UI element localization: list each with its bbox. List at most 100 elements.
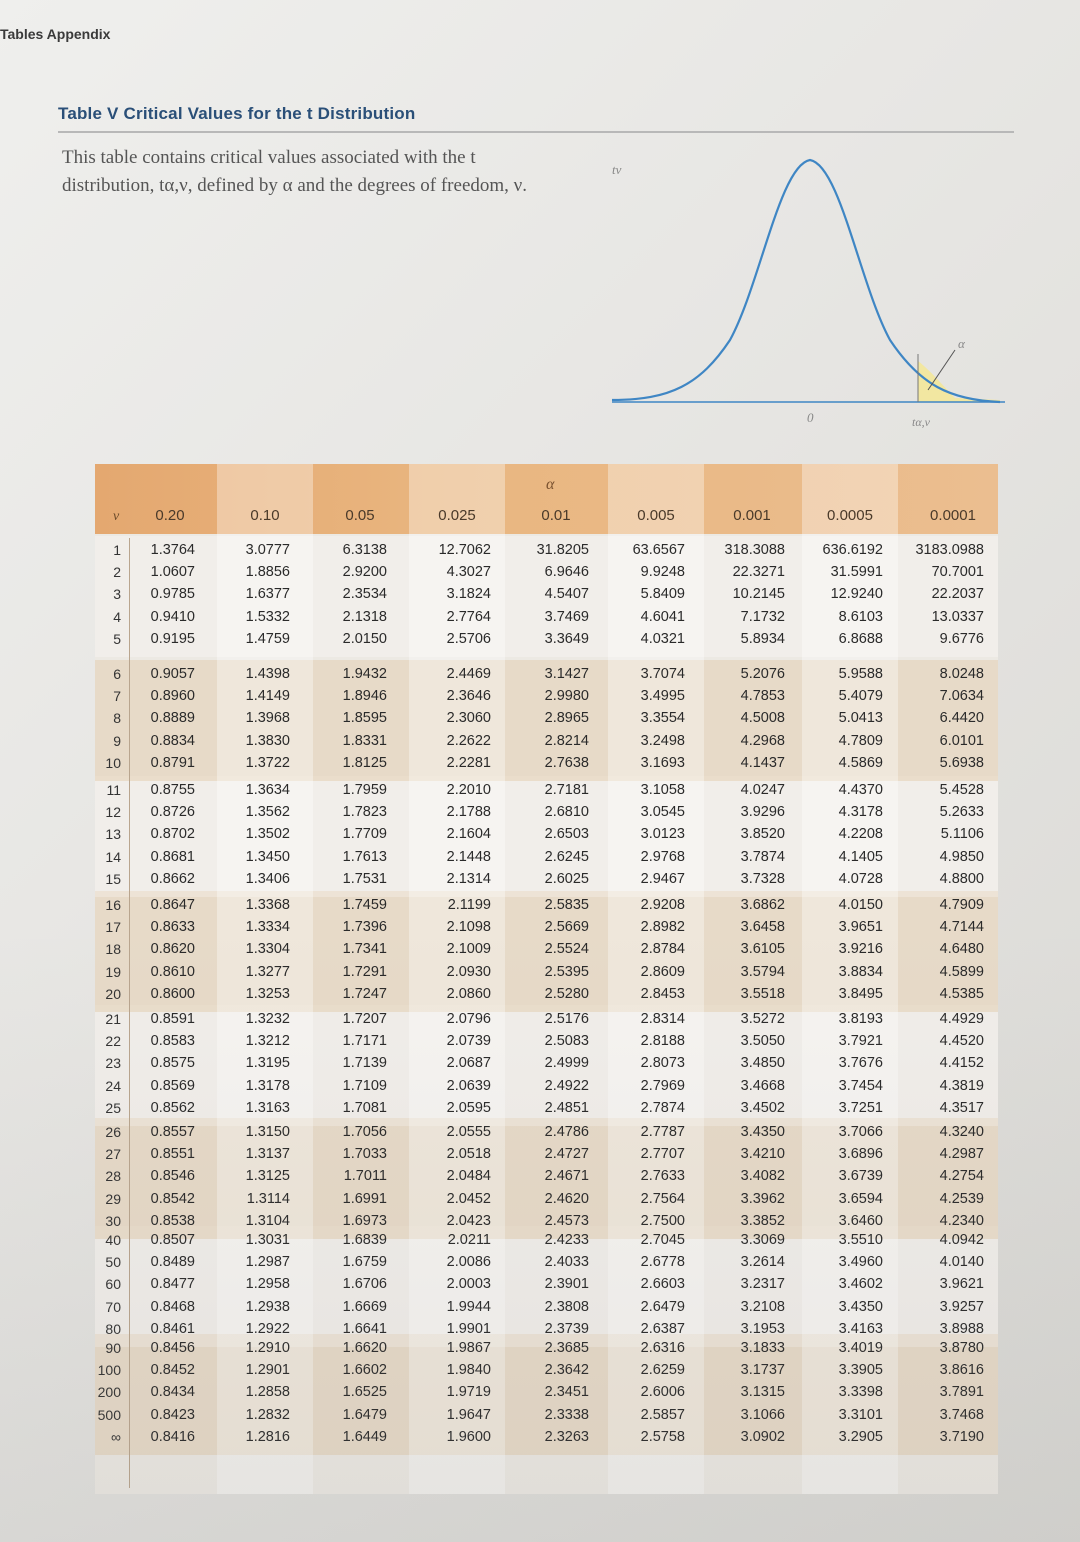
table-cell: 2.6503: [544, 826, 589, 843]
table-cell: 2.5395: [544, 963, 589, 980]
table-cell: 2.0739: [446, 1033, 491, 1050]
df-cell: 5: [113, 630, 121, 647]
alpha-header-6: 0.001: [733, 507, 771, 524]
table-cell: 2.9467: [640, 870, 685, 887]
table-cell: 1.2832: [245, 1406, 290, 1423]
table-cell: 2.3534: [342, 586, 387, 603]
table-cell: 3.9296: [740, 804, 785, 821]
table-cell: 3.0902: [740, 1428, 785, 1445]
table-cell: 3.2905: [838, 1428, 883, 1445]
table-cell: 2.4573: [544, 1212, 589, 1229]
table-cell: 1.6479: [342, 1406, 387, 1423]
df-cell: 6: [113, 666, 121, 682]
table-cell: 3.9621: [939, 1276, 984, 1293]
table-cell: 8.0248: [939, 666, 984, 682]
table-cell: 3.3852: [740, 1212, 785, 1229]
table-cell: 2.0003: [446, 1276, 491, 1293]
table-cell: 1.9944: [446, 1298, 491, 1315]
alpha-column-header: α: [546, 476, 555, 493]
table-cell: 2.1199: [447, 897, 491, 913]
table-cell: 2.8214: [544, 732, 589, 749]
table-cell: 2.5835: [544, 897, 589, 913]
df-cell: 8: [113, 710, 121, 727]
table-cell: 1.9867: [446, 1340, 491, 1356]
table-cell: 3.3962: [740, 1190, 785, 1207]
table-cell: 1.6759: [342, 1254, 387, 1271]
table-cell: 5.2076: [740, 666, 785, 682]
table-cell: 2.0150: [342, 630, 387, 647]
table-cell: 4.2754: [939, 1168, 984, 1185]
table-cell: 2.1788: [446, 804, 491, 821]
alpha-label: α: [958, 336, 966, 351]
table-cell: 1.7823: [342, 804, 387, 821]
alpha-header-0: 0.20: [155, 507, 185, 524]
table-cell: 1.7011: [343, 1168, 387, 1185]
table-cell: 1.2987: [245, 1254, 290, 1271]
table-cell: 1.2910: [245, 1340, 290, 1356]
table-cell: 2.4727: [544, 1146, 589, 1163]
table-cell: 4.2340: [939, 1212, 984, 1229]
table-cell: 3.8834: [838, 963, 883, 980]
df-cell: 25: [105, 1099, 121, 1116]
table-cell: 3.4602: [838, 1276, 883, 1293]
table-cell: 1.3212: [245, 1033, 290, 1050]
df-cell: 26: [105, 1124, 121, 1140]
table-cell: 2.0086: [446, 1254, 491, 1271]
table-cell: 1.3104: [245, 1212, 290, 1229]
df-cell: 90: [105, 1340, 121, 1356]
table-cell: 1.6641: [342, 1320, 387, 1337]
table-cell: 6.4420: [939, 710, 984, 727]
table-cell: 3.6460: [838, 1212, 883, 1229]
table-cell: 636.6192: [822, 542, 883, 558]
table-cell: 2.6603: [640, 1276, 685, 1293]
table-cell: 2.0687: [446, 1055, 491, 1072]
table-cell: 22.2037: [931, 586, 984, 603]
table-cell: 0.8791: [150, 754, 195, 771]
df-cell: 11: [106, 782, 121, 798]
table-cell: 1.2938: [245, 1298, 290, 1315]
table-cell: 3.1737: [740, 1362, 785, 1379]
table-cell: 2.8453: [640, 985, 685, 1002]
table-cell: 1.6620: [342, 1340, 387, 1356]
table-cell: 3.5272: [740, 1011, 785, 1027]
df-cell: 21: [105, 1011, 121, 1027]
table-cell: 1.5332: [245, 608, 290, 625]
density-curve: [611, 158, 1001, 404]
df-cell: 80: [105, 1320, 121, 1337]
table-cell: 1.9432: [342, 666, 387, 682]
alpha-pointer: [927, 349, 956, 391]
table-cell: 3.7891: [939, 1384, 984, 1401]
table-cell: 3.7190: [939, 1428, 984, 1445]
table-cell: 2.6387: [640, 1320, 685, 1337]
table-cell: 1.7531: [342, 870, 387, 887]
table-cell: 3.7468: [939, 1406, 984, 1423]
alpha-header-7: 0.0005: [827, 507, 873, 524]
table-cell: 1.7291: [342, 963, 387, 980]
table-cell: 2.3901: [544, 1276, 589, 1293]
table-cell: 2.0211: [447, 1232, 491, 1248]
table-cell: 1.3253: [245, 985, 290, 1002]
df-cell: 24: [105, 1077, 121, 1094]
table-cell: 1.9600: [446, 1428, 491, 1445]
table-cell: 3.3649: [544, 630, 589, 647]
table-cell: 1.9901: [446, 1320, 491, 1337]
table-cell: 3.4210: [740, 1146, 785, 1163]
table-cell: 3.1693: [640, 754, 685, 771]
table-cell: 9.6776: [939, 630, 984, 647]
table-cell: 6.8688: [838, 630, 883, 647]
table-cell: 0.8960: [150, 688, 195, 705]
table-cell: 2.9768: [640, 848, 685, 865]
table-cell: 4.0728: [838, 870, 883, 887]
table-cell: 1.3232: [245, 1011, 290, 1027]
column-stripe: [217, 464, 313, 1494]
table-cell: 3.6458: [740, 919, 785, 936]
table-cell: 5.9588: [838, 666, 883, 682]
df-cell: 70: [105, 1298, 121, 1315]
table-cell: 1.7171: [342, 1033, 387, 1050]
table-cell: 4.0942: [939, 1232, 984, 1248]
df-cell: 14: [105, 848, 121, 865]
table-cell: 2.7874: [640, 1099, 685, 1116]
table-cell: 0.8647: [150, 897, 195, 913]
table-cell: 2.4851: [544, 1099, 589, 1116]
table-cell: 2.0484: [446, 1168, 491, 1185]
